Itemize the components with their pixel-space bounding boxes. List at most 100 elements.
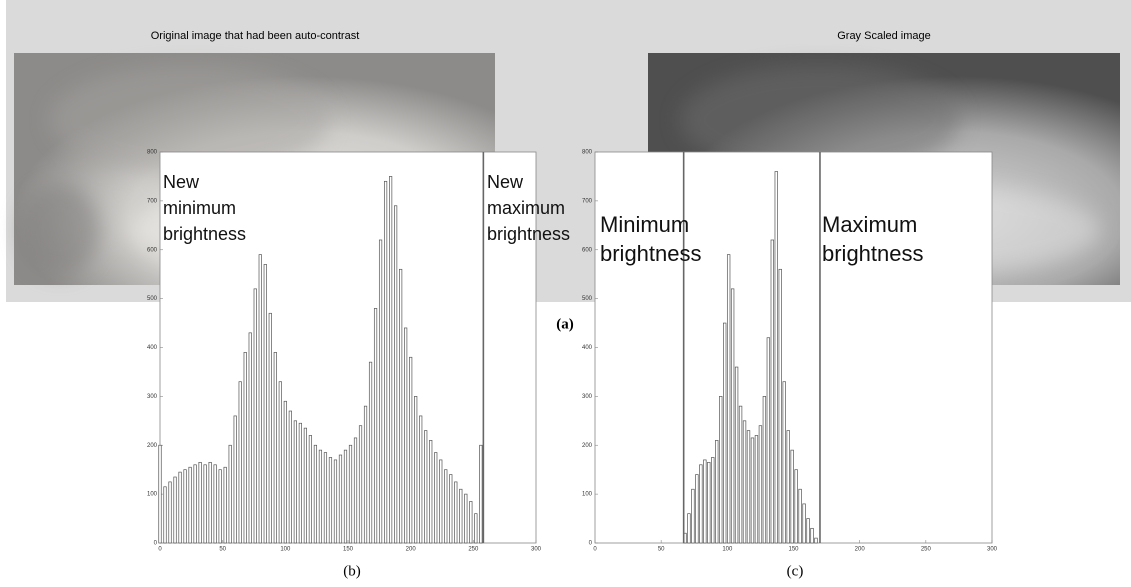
bar — [703, 459, 707, 544]
bar — [243, 352, 247, 544]
bar — [203, 464, 207, 544]
bar — [258, 254, 262, 544]
bar — [303, 427, 307, 544]
y-tick-label: 600 — [582, 247, 593, 253]
bar — [263, 264, 267, 544]
y-tick-label: 100 — [147, 492, 158, 498]
bar — [695, 474, 699, 544]
caption: (a) — [556, 316, 574, 332]
y-tick-label: 300 — [582, 394, 593, 400]
bar — [790, 449, 794, 544]
bar — [318, 449, 323, 544]
bar — [726, 254, 731, 544]
image-title: Original image that had been auto-contra… — [151, 30, 360, 42]
x-tick-label: 100 — [280, 547, 291, 553]
y-tick-label: 100 — [582, 492, 593, 498]
bar — [163, 486, 167, 544]
bar — [715, 440, 719, 544]
bar — [419, 415, 423, 544]
bar — [469, 501, 473, 544]
bar — [774, 171, 778, 544]
bar — [754, 435, 759, 544]
bar — [444, 469, 448, 544]
bar — [328, 457, 333, 544]
x-tick-label: 150 — [343, 547, 354, 553]
plot-frame — [159, 151, 537, 544]
y-tick-label: 800 — [147, 150, 158, 156]
bar — [333, 459, 338, 544]
x-tick-label: 50 — [219, 547, 226, 553]
bar — [814, 537, 818, 544]
annotation: maximum — [487, 198, 565, 218]
bar — [208, 462, 212, 544]
y-tick-label: 500 — [582, 296, 593, 302]
bar — [358, 425, 363, 544]
bar — [750, 437, 755, 544]
bar — [378, 239, 383, 544]
caption: (b) — [343, 563, 361, 579]
annotation: brightness — [822, 241, 924, 266]
x-tick-label: 100 — [722, 547, 733, 553]
y-tick-label: 400 — [147, 345, 158, 351]
x-tick-label: 200 — [406, 547, 417, 553]
x-tick-label: 150 — [788, 547, 799, 553]
y-tick-label: 700 — [582, 198, 593, 204]
y-tick-label: 500 — [147, 296, 158, 302]
bar — [742, 420, 747, 544]
bar — [218, 469, 222, 544]
bar — [238, 381, 242, 544]
bar — [298, 422, 302, 544]
y-tick-label: 700 — [147, 198, 158, 204]
caption: (c) — [787, 563, 804, 579]
x-tick-label: 0 — [158, 547, 162, 553]
bar — [173, 476, 177, 544]
bar — [308, 435, 313, 544]
bar — [758, 425, 763, 544]
bar — [802, 503, 806, 544]
bar — [434, 452, 438, 544]
x-tick-label: 250 — [468, 547, 479, 553]
bar — [734, 366, 739, 544]
bar — [373, 308, 378, 544]
y-tick-label: 400 — [582, 345, 593, 351]
bar — [691, 488, 695, 544]
bar — [414, 396, 418, 544]
bar — [464, 493, 468, 544]
bar — [188, 466, 192, 544]
bar — [429, 440, 433, 544]
bar — [323, 452, 328, 544]
bar — [178, 471, 182, 544]
annotation: brightness — [600, 241, 702, 266]
bar — [474, 513, 478, 544]
bar — [404, 327, 408, 544]
bar — [730, 288, 735, 544]
y-tick-label: 300 — [147, 394, 158, 400]
bar — [338, 454, 343, 544]
annotation: Minimum — [600, 212, 689, 237]
annotation: brightness — [163, 224, 246, 244]
bar — [198, 462, 202, 544]
bar — [383, 180, 388, 544]
x-tick-label: 300 — [531, 547, 542, 553]
y-tick-label: 200 — [582, 443, 593, 449]
x-tick-label: 0 — [593, 547, 597, 553]
bar — [770, 239, 775, 544]
bar — [424, 430, 428, 544]
annotation: brightness — [487, 224, 570, 244]
bar — [762, 396, 767, 544]
bar — [293, 420, 297, 544]
bar — [394, 205, 398, 544]
bar — [449, 474, 453, 544]
x-tick-label: 200 — [855, 547, 866, 553]
bar — [168, 481, 172, 544]
bar — [738, 405, 743, 544]
annotation: Maximum — [822, 212, 917, 237]
x-tick-label: 300 — [987, 547, 998, 553]
bar — [479, 444, 483, 544]
y-tick-label: 200 — [147, 443, 158, 449]
bar — [719, 396, 723, 544]
y-tick-label: 0 — [589, 541, 593, 547]
annotation: New — [163, 172, 200, 192]
bar — [794, 469, 798, 544]
